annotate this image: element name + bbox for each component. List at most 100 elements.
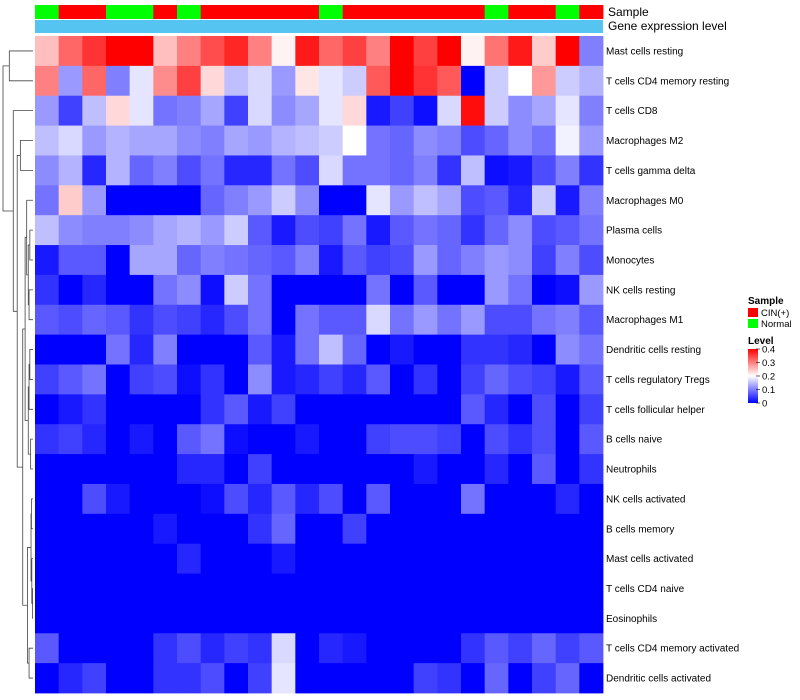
heatmap-cell	[366, 215, 391, 246]
row-label: T cells CD8	[606, 106, 658, 117]
heatmap-cell	[579, 274, 604, 306]
heatmap-cell	[484, 424, 509, 455]
heatmap-cell	[106, 364, 131, 395]
heatmap-cell	[366, 274, 391, 306]
heatmap-cell	[82, 573, 107, 604]
heatmap-cell	[177, 274, 202, 306]
heatmap-cell	[461, 454, 486, 485]
heatmap-cell	[413, 274, 438, 306]
heatmap-cell	[35, 185, 60, 216]
heatmap-cell	[82, 36, 107, 67]
heatmap-cell	[177, 424, 202, 455]
heatmap-cell	[555, 603, 580, 634]
heatmap-cell	[153, 394, 178, 425]
heatmap-cell	[295, 245, 320, 276]
heatmap-cell	[484, 513, 509, 545]
level-tick-label: 0	[762, 399, 767, 410]
heatmap-cell	[319, 274, 344, 306]
heatmap-cell	[555, 155, 580, 186]
heatmap-cell	[366, 65, 391, 97]
heatmap-cell	[390, 36, 415, 67]
heatmap-cell	[390, 543, 415, 574]
heatmap-cell	[342, 364, 367, 395]
heatmap-cell	[437, 274, 462, 306]
heatmap-cell	[177, 483, 202, 515]
heatmap-cell	[129, 633, 154, 664]
heatmap-cell	[295, 603, 320, 634]
heatmap-cell	[35, 454, 60, 485]
heatmap-cell	[532, 245, 557, 276]
heatmap-cell	[532, 95, 557, 126]
heatmap-cell	[200, 454, 225, 485]
heatmap-cell	[224, 95, 249, 126]
row-label: T cells regulatory Tregs	[606, 375, 710, 386]
dendrogram-branch	[24, 237, 29, 421]
heatmap-cell	[461, 304, 486, 336]
heatmap-cell	[82, 215, 107, 246]
heatmap-cell	[319, 573, 344, 604]
heatmap-cell	[319, 185, 344, 216]
heatmap-cell	[508, 454, 533, 485]
heatmap-cell	[271, 245, 296, 276]
heatmap-cell	[319, 215, 344, 246]
heatmap-cell	[508, 603, 533, 634]
heatmap-cell	[200, 424, 225, 455]
heatmap-cell	[579, 633, 604, 664]
heatmap-cell	[390, 633, 415, 664]
heatmap-cell	[82, 454, 107, 485]
heatmap-cell	[508, 394, 533, 425]
dendrogram-branch	[12, 110, 33, 312]
heatmap-cell	[319, 155, 344, 186]
heatmap-cell	[508, 274, 533, 306]
heatmap-cell	[295, 633, 320, 664]
heatmap-cell	[129, 155, 154, 186]
legend-label-normal: Normal	[761, 319, 792, 330]
heatmap-cell	[129, 424, 154, 455]
heatmap-cell	[579, 394, 604, 425]
heatmap-cell	[366, 633, 391, 664]
heatmap-cell	[35, 334, 60, 365]
heatmap-cell	[532, 454, 557, 485]
heatmap-cell	[295, 334, 320, 365]
heatmap-cell	[248, 543, 273, 574]
heatmap-cell	[508, 513, 533, 545]
heatmap-cell	[153, 215, 178, 246]
sample-annotation-cell	[342, 5, 367, 19]
heatmap-cell	[35, 36, 60, 67]
heatmap-cell	[153, 603, 178, 634]
heatmap-cell	[82, 185, 107, 216]
heatmap-cell	[532, 185, 557, 216]
level-tick-label: 0.1	[762, 385, 775, 396]
heatmap-cell	[295, 155, 320, 186]
heatmap-cell	[248, 155, 273, 186]
heatmap-cell	[58, 274, 83, 306]
heatmap-cell	[200, 125, 225, 156]
heatmap-cell	[437, 663, 462, 694]
heatmap-cell	[224, 573, 249, 604]
heatmap-cell	[342, 155, 367, 186]
heatmap-cell	[319, 603, 344, 634]
heatmap-cell	[390, 483, 415, 515]
heatmap-cell	[82, 513, 107, 545]
sample-annotation-cell	[319, 5, 344, 19]
heatmap-cell	[555, 95, 580, 126]
heatmap-cell	[508, 95, 533, 126]
heatmap-cell	[366, 95, 391, 126]
heatmap-cell	[319, 65, 344, 97]
heatmap-cell	[484, 155, 509, 186]
row-label: T cells follicular helper	[606, 405, 705, 416]
heatmap-cell	[271, 394, 296, 425]
heatmap-cell	[248, 36, 273, 67]
heatmap-cell	[532, 215, 557, 246]
legend-label-cin: CIN(+)	[761, 308, 789, 319]
heatmap-cell	[35, 424, 60, 455]
heatmap-cell	[58, 95, 83, 126]
heatmap-cell	[342, 424, 367, 455]
heatmap-cell	[319, 543, 344, 574]
heatmap-cell	[319, 125, 344, 156]
heatmap-cell	[248, 513, 273, 545]
heatmap-cell	[390, 603, 415, 634]
heatmap-cell	[224, 245, 249, 276]
heatmap-cell	[532, 364, 557, 395]
heatmap-cell	[177, 334, 202, 365]
